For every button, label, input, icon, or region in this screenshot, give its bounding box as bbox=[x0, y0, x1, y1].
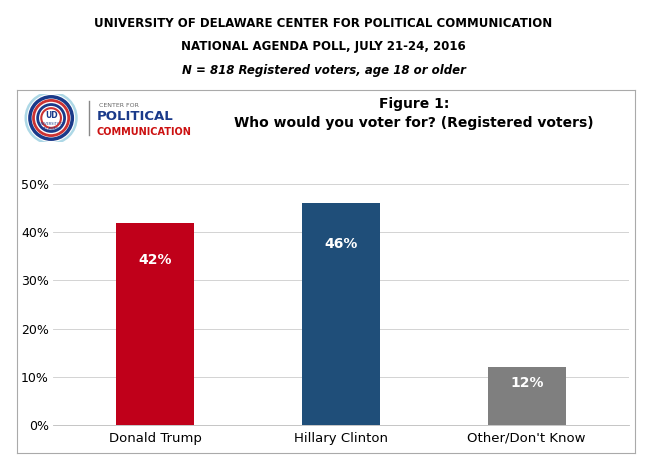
Text: N = 818 Registered voters, age 18 or older: N = 818 Registered voters, age 18 or old… bbox=[182, 64, 465, 77]
Text: 46%: 46% bbox=[324, 236, 358, 251]
Text: 42%: 42% bbox=[138, 253, 172, 267]
Bar bbox=[116, 223, 194, 425]
Text: UD: UD bbox=[45, 111, 58, 120]
Text: UNIVERSITY OF
DELAWARE: UNIVERSITY OF DELAWARE bbox=[38, 122, 65, 131]
Text: UNIVERSITY OF DELAWARE CENTER FOR POLITICAL COMMUNICATION: UNIVERSITY OF DELAWARE CENTER FOR POLITI… bbox=[94, 17, 553, 30]
Text: CENTER FOR: CENTER FOR bbox=[99, 103, 139, 108]
Bar bbox=[488, 367, 565, 425]
Text: Who would you voter for? (Registered voters): Who would you voter for? (Registered vot… bbox=[234, 116, 594, 130]
Bar bbox=[302, 203, 380, 425]
Text: NATIONAL AGENDA POLL, JULY 21-24, 2016: NATIONAL AGENDA POLL, JULY 21-24, 2016 bbox=[181, 40, 466, 53]
Text: Figure 1:: Figure 1: bbox=[379, 97, 449, 111]
Text: 12%: 12% bbox=[510, 376, 543, 390]
Text: POLITICAL: POLITICAL bbox=[96, 110, 173, 123]
Text: COMMUNICATION: COMMUNICATION bbox=[96, 127, 192, 137]
